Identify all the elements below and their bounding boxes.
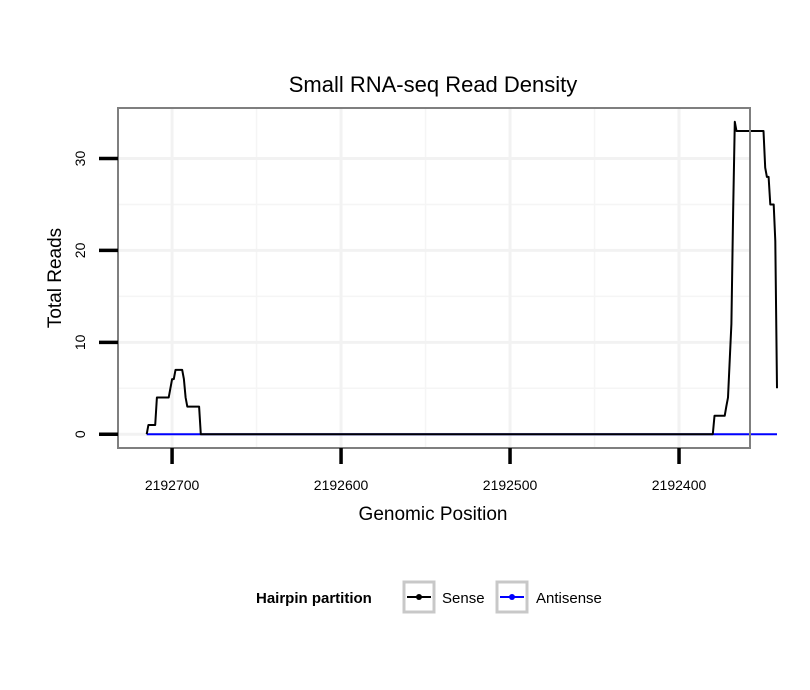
chart-title: Small RNA-seq Read Density [289,72,578,97]
y-tick-label: 0 [72,430,88,438]
x-axis-title: Genomic Position [359,504,508,525]
series-layer [145,120,778,436]
x-tick-label: 2192400 [652,477,707,493]
panel-background [118,108,750,448]
y-axis-title: Total Reads [45,228,66,328]
legend: Hairpin partition Sense Antisense [256,580,602,614]
legend-title: Hairpin partition [256,590,372,607]
x-tick-label: 2192500 [483,477,538,493]
x-tick-label: 2192600 [314,477,369,493]
legend-marker-sense [416,594,422,600]
y-tick-label: 20 [72,242,88,258]
y-tick-label: 30 [72,151,88,167]
series-line-sense [145,120,778,436]
legend-marker-antisense [509,594,515,600]
legend-label-sense: Sense [442,590,485,607]
x-tick-label: 2192700 [145,477,200,493]
axis-ticks: 2192700 2192600 2192500 2192400 0 10 20 30 [72,151,706,493]
legend-label-antisense: Antisense [536,590,602,607]
panel-border [117,107,751,449]
y-tick-label: 10 [72,334,88,350]
